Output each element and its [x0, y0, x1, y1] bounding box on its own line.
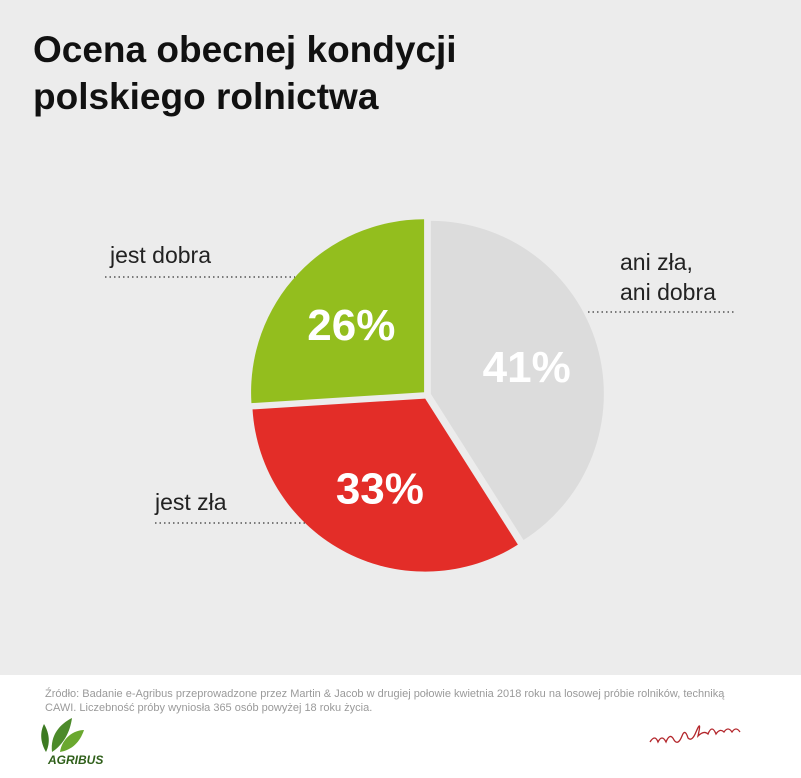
value-label: 33% [336, 464, 424, 513]
category-label: jest dobra [109, 242, 211, 268]
agribus-logo: AGRIBUS [41, 718, 103, 767]
logo-text: AGRIBUS [47, 753, 103, 767]
pie-slice [251, 219, 425, 404]
value-label: 26% [307, 301, 395, 350]
source-note: Źródło: Badanie e-Agribus przeprowadzone… [45, 687, 725, 714]
category-label: jest zła [154, 489, 227, 515]
footer-background [0, 675, 801, 778]
signature [649, 725, 741, 744]
pie-slice [252, 398, 518, 572]
value-label: 41% [483, 343, 571, 392]
category-label: ani zła, ani dobra [620, 249, 716, 305]
chart-title: Ocena obecnej kondycji polskiego rolnictw… [33, 29, 457, 117]
pie-slice [430, 220, 604, 540]
